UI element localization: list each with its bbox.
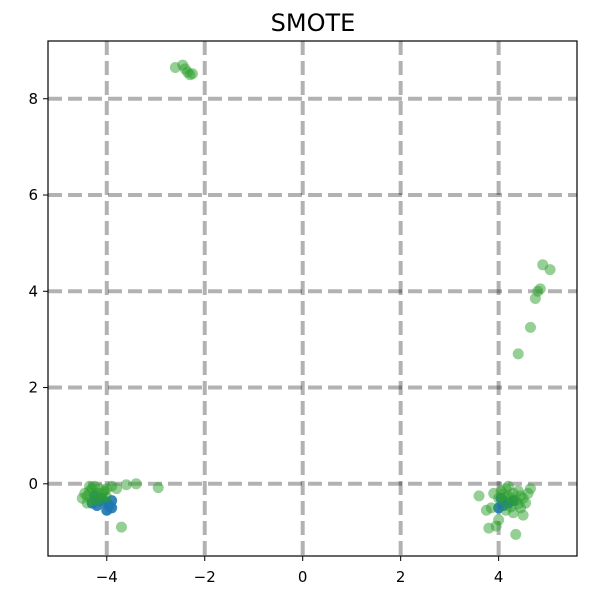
data-point [485,502,497,514]
x-tick-label: −2 [194,568,216,586]
axis-ticks: −4 −2 0 2 4 0 2 4 6 8 [28,90,503,586]
data-point [524,321,536,333]
data-point [502,480,514,492]
y-tick-label: 4 [28,282,38,300]
grid-lines [48,41,577,556]
x-tick-label: −4 [96,568,118,586]
data-point [186,68,198,80]
data-point [498,488,510,500]
data-point [115,521,127,533]
data-point [84,480,96,492]
x-tick-label: 0 [298,568,308,586]
data-point [500,504,512,516]
data-point [510,528,522,540]
y-tick-label: 0 [28,475,38,493]
chart-title: SMOTE [271,9,356,37]
plot-frame [47,40,578,557]
data-point [101,491,113,503]
data-point [544,264,556,276]
data-point [473,490,485,502]
data-point [512,348,524,360]
data-point [111,483,123,495]
data-point [152,482,164,494]
data-point [529,293,541,304]
y-tick-label: 6 [28,186,38,204]
data-point [120,479,132,491]
data-point [130,478,142,490]
x-tick-label: 2 [396,568,406,586]
y-tick-label: 2 [28,379,38,397]
data-points [76,59,556,540]
y-tick-label: 8 [28,90,38,108]
data-point [490,520,502,532]
x-tick-label: 4 [494,568,504,586]
data-point [515,502,527,514]
data-point [524,483,536,495]
